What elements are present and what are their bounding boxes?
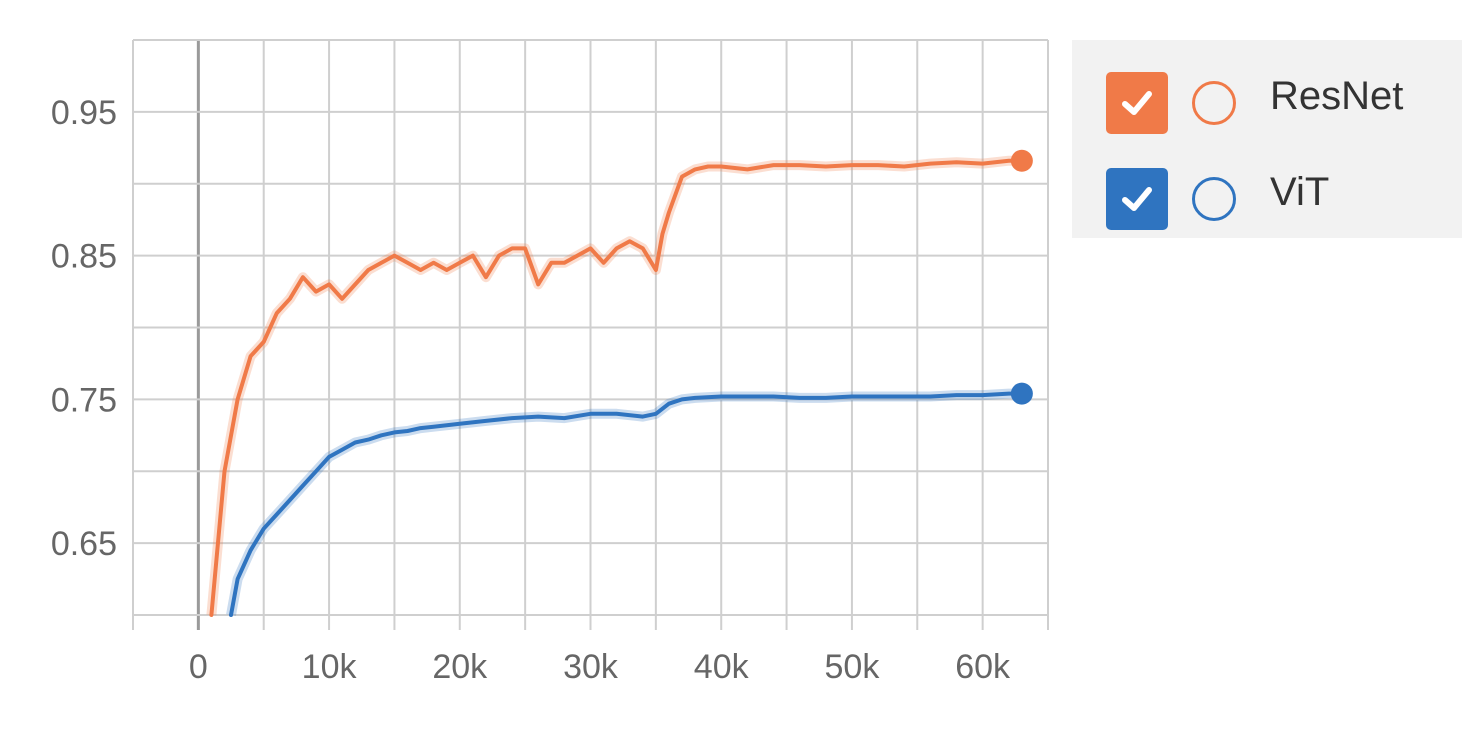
- legend-item-vit[interactable]: ViT: [1106, 168, 1329, 230]
- x-tick-label: 30k: [563, 648, 619, 686]
- x-tick-label: 0: [189, 648, 208, 686]
- line-chart: 0.65 0.75 0.85 0.95 0 10k 20k 30k 40k 50k 60k: [51, 39, 1049, 686]
- y-tick-label: 0.95: [51, 94, 117, 132]
- series-circle-icon: [1192, 177, 1236, 221]
- series-band-resnet: [206, 155, 1022, 616]
- y-tick-label: 0.85: [51, 238, 117, 276]
- y-tick-label: 0.75: [51, 381, 117, 419]
- legend-label-resnet: ResNet: [1270, 73, 1404, 118]
- x-tick-label: 20k: [432, 648, 488, 686]
- legend: ResNet ViT: [1072, 40, 1462, 238]
- x-tick-label: 50k: [825, 648, 881, 686]
- checkbox-checked-icon[interactable]: [1106, 72, 1168, 134]
- y-tick-label: 0.65: [51, 525, 117, 563]
- x-tick-label: 40k: [694, 648, 750, 686]
- series-band-vit: [226, 388, 1022, 616]
- checkbox-checked-icon[interactable]: [1106, 168, 1168, 230]
- x-tick-label: 60k: [955, 648, 1011, 686]
- legend-item-resnet[interactable]: ResNet: [1106, 72, 1403, 134]
- series-end-marker-vit: [1010, 382, 1033, 405]
- x-tick-label: 10k: [302, 648, 358, 686]
- legend-label-vit: ViT: [1270, 169, 1330, 214]
- series-end-marker-resnet: [1010, 149, 1033, 172]
- series-line-resnet: [209, 158, 1024, 617]
- series-circle-icon: [1192, 81, 1236, 125]
- series-line-vit: [229, 391, 1024, 617]
